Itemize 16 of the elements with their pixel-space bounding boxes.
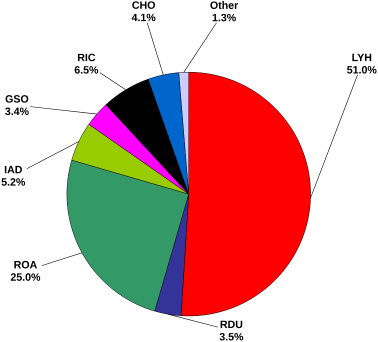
data-label: 6.5%: [74, 66, 98, 74]
slice-label: CHO: [132, 1, 155, 10]
data-label: 3.4%: [5, 108, 29, 116]
data-label: 51.0%: [347, 66, 377, 74]
data-label: 4.1%: [132, 14, 156, 22]
slice-label: RDU: [220, 320, 242, 328]
data-label: 5.2%: [2, 178, 26, 186]
slice-label: IAD: [4, 166, 22, 174]
slice-label: Other: [210, 1, 238, 10]
slice-label: LYH: [352, 54, 372, 62]
slice-label: GSO: [6, 95, 28, 103]
data-label: 1.3%: [212, 14, 236, 22]
data-label: 3.5%: [220, 333, 244, 341]
slice-label: ROA: [14, 261, 37, 269]
data-label: 25.0%: [10, 273, 40, 281]
slice-label: RIC: [78, 54, 96, 62]
